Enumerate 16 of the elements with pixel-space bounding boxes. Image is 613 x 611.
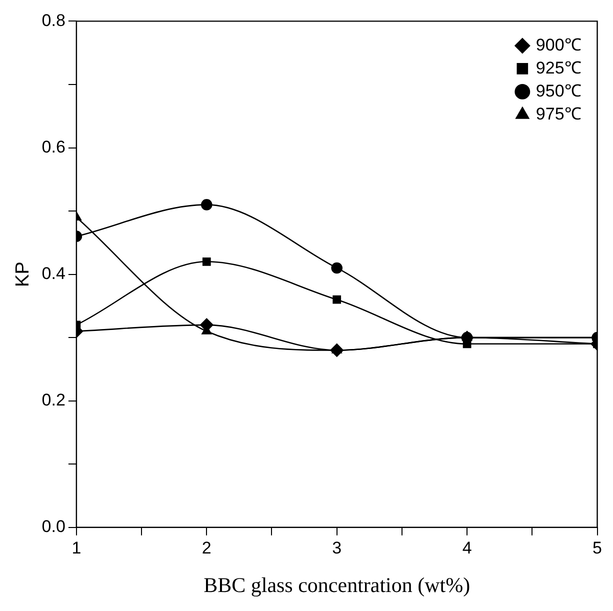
legend-label: 900℃ [536,35,582,54]
legend-label: 925℃ [536,58,582,78]
y-tick-label: 0.2 [42,390,66,410]
legend-label: 975℃ [536,104,582,124]
y-axis-title: KP [12,262,34,287]
y-tick-label: 0.8 [42,10,66,30]
x-axis-title: BBC glass concentration (wt%) [204,572,470,597]
x-tick-label: 3 [332,538,342,558]
x-tick-label: 5 [592,538,602,558]
x-tick-label: 2 [202,538,212,558]
x-tick-label: 4 [462,538,472,558]
y-tick-label: 0.0 [42,517,66,536]
x-tick-label: 1 [72,538,82,558]
y-tick-label: 0.6 [42,137,66,156]
y-tick-label: 0.4 [42,264,66,283]
legend-label: 950℃ [536,81,582,100]
